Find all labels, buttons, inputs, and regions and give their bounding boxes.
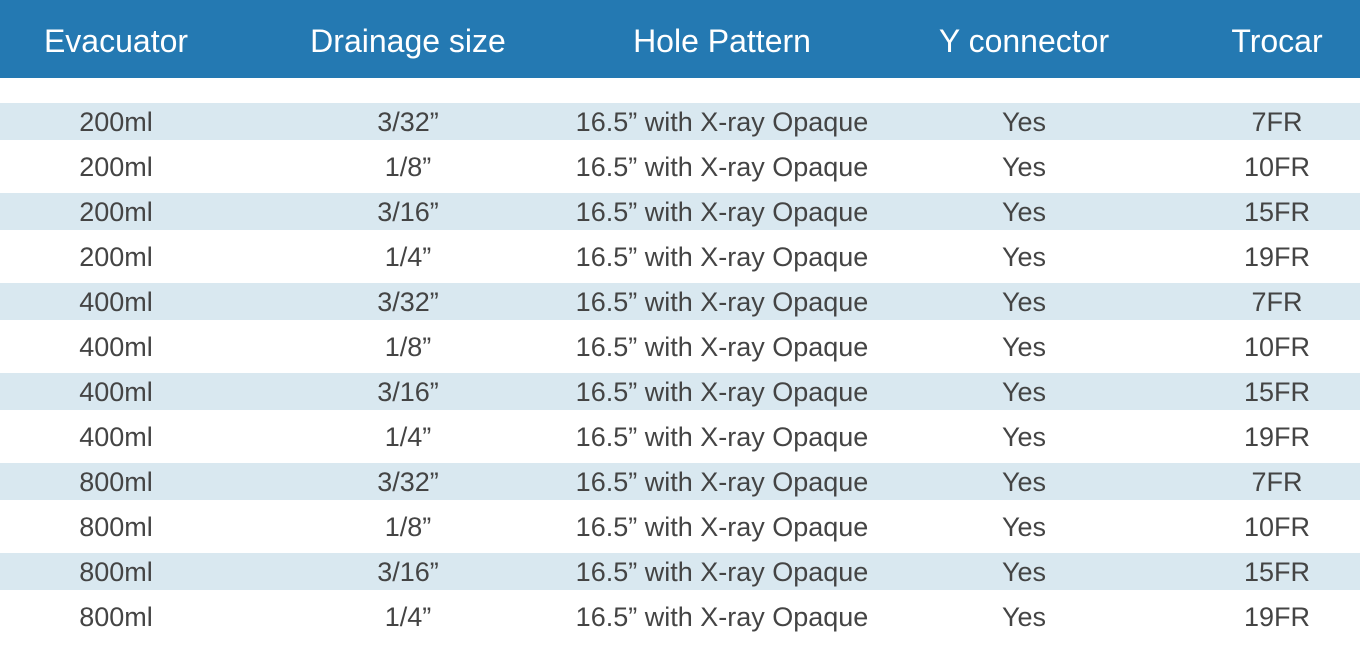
- cell-trocar: 19FR: [1243, 602, 1311, 632]
- cell-evacuator: 400ml: [79, 377, 153, 407]
- cell-trocar: 7FR: [1251, 467, 1303, 497]
- cell-hole-pattern: 16.5” with X-ray Opaque: [575, 512, 869, 542]
- cell-drainage-size: 1/4”: [384, 422, 432, 452]
- cell-y-connector: Yes: [1001, 377, 1047, 407]
- cell-y-connector: Yes: [1001, 557, 1047, 587]
- table-row: 400ml 1/4” 16.5” with X-ray Opaque Yes 19FR: [0, 415, 1360, 460]
- table-row: 800ml 3/32” 16.5” with X-ray Opaque Yes 7FR: [0, 460, 1360, 505]
- table-row: 400ml 3/16” 16.5” with X-ray Opaque Yes 15FR: [0, 370, 1360, 415]
- cell-drainage-size: 3/16”: [377, 377, 439, 407]
- cell-y-connector: Yes: [1001, 152, 1047, 182]
- cell-y-connector: Yes: [1001, 197, 1047, 227]
- header-evacuator: Evacuator: [43, 23, 189, 59]
- header-y-connector: Y connector: [938, 23, 1110, 59]
- cell-evacuator: 800ml: [79, 512, 153, 542]
- cell-drainage-size: 1/4”: [384, 602, 432, 632]
- cell-y-connector: Yes: [1001, 467, 1047, 497]
- row-stripe: [0, 373, 1360, 410]
- table-row: 200ml 3/32” 16.5” with X-ray Opaque Yes 7FR: [0, 100, 1360, 145]
- cell-evacuator: 200ml: [79, 152, 153, 182]
- table-header: Evacuator Drainage size Hole Pattern Y conn…: [0, 0, 1360, 78]
- table-row: 400ml 3/32” 16.5” with X-ray Opaque Yes 7FR: [0, 280, 1360, 325]
- cell-hole-pattern: 16.5” with X-ray Opaque: [575, 197, 869, 227]
- cell-evacuator: 800ml: [79, 467, 153, 497]
- cell-hole-pattern: 16.5” with X-ray Opaque: [575, 557, 869, 587]
- cell-trocar: 15FR: [1243, 197, 1311, 227]
- cell-trocar: 7FR: [1251, 287, 1303, 317]
- cell-evacuator: 200ml: [79, 107, 153, 137]
- cell-hole-pattern: 16.5” with X-ray Opaque: [575, 377, 869, 407]
- header-trocar: Trocar: [1231, 23, 1323, 59]
- cell-trocar: 15FR: [1243, 377, 1311, 407]
- cell-hole-pattern: 16.5” with X-ray Opaque: [575, 242, 869, 272]
- cell-drainage-size: 3/32”: [377, 287, 439, 317]
- row-stripe: [0, 103, 1360, 140]
- cell-y-connector: Yes: [1001, 242, 1047, 272]
- cell-trocar: 10FR: [1243, 512, 1311, 542]
- cell-drainage-size: 1/8”: [384, 152, 432, 182]
- cell-evacuator: 200ml: [79, 197, 153, 227]
- cell-trocar: 10FR: [1243, 332, 1311, 362]
- cell-y-connector: Yes: [1001, 287, 1047, 317]
- cell-evacuator: 200ml: [79, 242, 153, 272]
- cell-hole-pattern: 16.5” with X-ray Opaque: [575, 422, 869, 452]
- header-drainage-size: Drainage size: [310, 23, 506, 59]
- table-row: 200ml 3/16” 16.5” with X-ray Opaque Yes 15FR: [0, 190, 1360, 235]
- cell-drainage-size: 3/16”: [377, 557, 439, 587]
- cell-drainage-size: 3/32”: [377, 467, 439, 497]
- row-stripe: [0, 463, 1360, 500]
- table-row: 800ml 1/4” 16.5” with X-ray Opaque Yes 19FR: [0, 595, 1360, 640]
- cell-drainage-size: 3/16”: [377, 197, 439, 227]
- cell-drainage-size: 1/8”: [384, 512, 432, 542]
- cell-hole-pattern: 16.5” with X-ray Opaque: [575, 107, 869, 137]
- cell-y-connector: Yes: [1001, 602, 1047, 632]
- cell-evacuator: 400ml: [79, 422, 153, 452]
- table-row: 200ml 1/4” 16.5” with X-ray Opaque Yes 19FR: [0, 235, 1360, 280]
- header-hole-pattern: Hole Pattern: [633, 23, 811, 59]
- cell-hole-pattern: 16.5” with X-ray Opaque: [575, 602, 869, 632]
- cell-drainage-size: 3/32”: [377, 107, 439, 137]
- cell-evacuator: 400ml: [79, 287, 153, 317]
- cell-hole-pattern: 16.5” with X-ray Opaque: [575, 152, 869, 182]
- cell-hole-pattern: 16.5” with X-ray Opaque: [575, 332, 869, 362]
- cell-y-connector: Yes: [1001, 332, 1047, 362]
- table-row: 200ml 1/8” 16.5” with X-ray Opaque Yes 10FR: [0, 145, 1360, 190]
- cell-trocar: 15FR: [1243, 557, 1311, 587]
- cell-evacuator: 800ml: [79, 602, 153, 632]
- row-stripe: [0, 553, 1360, 590]
- cell-y-connector: Yes: [1001, 512, 1047, 542]
- table-row: 800ml 1/8” 16.5” with X-ray Opaque Yes 10FR: [0, 505, 1360, 550]
- cell-y-connector: Yes: [1001, 107, 1047, 137]
- cell-hole-pattern: 16.5” with X-ray Opaque: [575, 287, 869, 317]
- cell-evacuator: 800ml: [79, 557, 153, 587]
- row-stripe: [0, 193, 1360, 230]
- cell-trocar: 7FR: [1251, 107, 1303, 137]
- table-row: 400ml 1/8” 16.5” with X-ray Opaque Yes 10FR: [0, 325, 1360, 370]
- table-row: 800ml 3/16” 16.5” with X-ray Opaque Yes 15FR: [0, 550, 1360, 595]
- cell-trocar: 19FR: [1243, 422, 1311, 452]
- cell-trocar: 19FR: [1243, 242, 1311, 272]
- cell-trocar: 10FR: [1243, 152, 1311, 182]
- cell-evacuator: 400ml: [79, 332, 153, 362]
- cell-y-connector: Yes: [1001, 422, 1047, 452]
- cell-hole-pattern: 16.5” with X-ray Opaque: [575, 467, 869, 497]
- row-stripe: [0, 283, 1360, 320]
- cell-drainage-size: 1/8”: [384, 332, 432, 362]
- cell-drainage-size: 1/4”: [384, 242, 432, 272]
